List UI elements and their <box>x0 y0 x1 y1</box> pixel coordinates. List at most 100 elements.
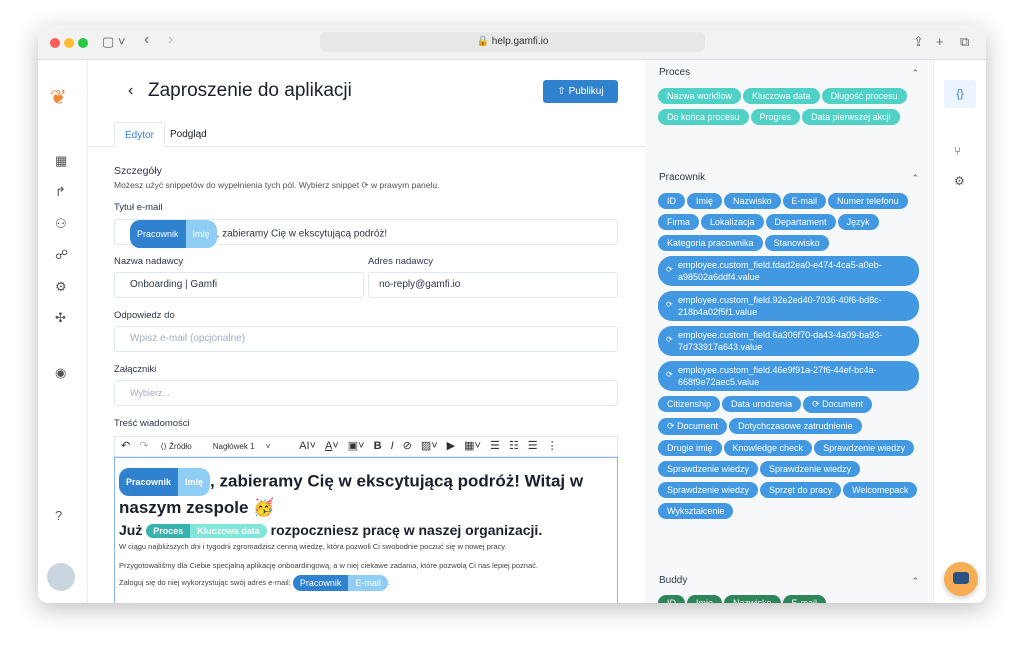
snippet-chip[interactable]: Sprawdzenie wiedzy <box>658 461 759 477</box>
snippet-chip[interactable]: employee.custom_field.6a306f70-da43-4a09… <box>658 326 919 356</box>
snippet-chip[interactable]: Data pierwszej akcji <box>802 109 900 125</box>
snippet-chip[interactable]: Sprawdzenie wiedzy <box>760 461 861 477</box>
share-icon[interactable]: ⇪ <box>913 34 924 49</box>
snippet-chip[interactable]: Drugie imię <box>658 440 722 456</box>
dashboard-icon[interactable]: ▦ <box>55 153 68 168</box>
profile-icon[interactable]: ◉ <box>55 365 67 380</box>
snippet-chip[interactable]: Kluczowa data <box>743 88 820 104</box>
snippet-chip[interactable]: Citizenship <box>658 396 721 412</box>
heading-select[interactable]: Nagłówek 1 ˅ <box>212 442 271 451</box>
snippet-chip[interactable]: Knowledge check <box>723 440 813 456</box>
snippet-chip[interactable]: ⟳ Document <box>803 396 873 413</box>
image-icon[interactable]: ▨˅ <box>420 440 438 452</box>
tab-editor[interactable]: Edytor <box>114 122 165 147</box>
sidebar-toggle-icon[interactable]: ▢ ˅ <box>102 34 126 49</box>
more-icon[interactable]: ⋮ <box>546 440 558 452</box>
snippet-chip[interactable]: Kategoria pracownika <box>658 235 763 251</box>
tabs-overview-icon[interactable]: ⧉ <box>960 34 970 49</box>
link-icon[interactable]: ⊘ <box>402 440 412 452</box>
table-icon[interactable]: ▦˅ <box>464 440 481 452</box>
chat-button[interactable] <box>944 562 978 596</box>
snippet-chip[interactable]: Nazwa workflow <box>658 88 742 104</box>
highlight-icon[interactable]: ▣˅ <box>347 440 365 452</box>
snippet-chip[interactable]: Do końca procesu <box>658 109 749 125</box>
snippet-chip[interactable]: ⟳ Document <box>658 418 728 435</box>
snippets-icon[interactable]: {} <box>944 80 976 108</box>
snippet-chip[interactable]: Język <box>837 214 879 230</box>
rich-text-editor[interactable]: Pracownik Imię, zabieramy Cię w ekscytują… <box>114 457 618 603</box>
snippet-chip[interactable]: Imię <box>687 193 723 209</box>
branch-icon[interactable]: ⑂ <box>954 144 962 158</box>
italic-icon[interactable]: I <box>390 440 394 452</box>
font-size-icon[interactable]: AI˅ <box>299 440 316 452</box>
collapse-proces-icon[interactable]: ⌃ <box>911 68 919 78</box>
collapse-buddy-icon[interactable]: ⌃ <box>911 576 919 586</box>
publish-button[interactable]: ⇧ Publikuj <box>543 80 618 103</box>
snippet-chip[interactable]: Firma <box>658 214 699 230</box>
structure-icon[interactable]: ☍ <box>55 247 69 262</box>
sender-address-input[interactable]: no-reply@gamfi.io <box>368 272 618 298</box>
snippet-chip[interactable]: Data urodzenia <box>722 396 802 412</box>
sender-name-input[interactable]: Onboarding | Gamfi <box>114 272 364 298</box>
snippet-chip[interactable]: Numer telefonu <box>828 193 908 209</box>
address-bar[interactable]: 🔒 help.gamfi.io <box>320 32 705 52</box>
media-icon[interactable]: ▶ <box>446 440 456 452</box>
bullet-list-icon[interactable]: ☷ <box>508 440 519 452</box>
snippet-chip[interactable]: employee.custom_field.92e2ed40-7036-40f6… <box>658 291 919 321</box>
undo-icon[interactable]: ↶ <box>121 440 131 452</box>
pracownik-snippets: ID Imię Nazwisko E-mail Numer telefonu Firma L… <box>658 193 923 524</box>
chip-field: Imię <box>185 220 217 248</box>
attachments-select[interactable]: Wybierz... <box>114 380 618 406</box>
section-proces-title[interactable]: Proces <box>659 67 691 78</box>
zoom-button[interactable] <box>78 38 88 48</box>
snippet-chip[interactable]: Imię <box>687 595 723 603</box>
snippet-chip[interactable]: E-mail <box>782 193 827 209</box>
snippet-chip[interactable]: Nazwisko <box>724 193 781 209</box>
snippet-chip[interactable]: E-mail <box>782 595 827 603</box>
new-tab-icon[interactable]: + <box>936 34 944 49</box>
todo-list-icon[interactable]: ☰ <box>489 440 500 452</box>
snippet-chip[interactable]: Stanowisko <box>764 235 829 251</box>
snippet-chip[interactable]: Sprzęt do pracy <box>760 482 842 498</box>
source-button[interactable]: ⟨⟩ Źródło <box>160 442 192 451</box>
snippet-chip[interactable]: ID <box>658 193 685 209</box>
bold-icon[interactable]: B <box>373 440 382 452</box>
collapse-pracownik-icon[interactable]: ⌃ <box>911 173 919 183</box>
back-nav-icon[interactable]: ‹ <box>144 31 150 48</box>
subject-input[interactable]: Pracownik Imię, zabieramy Cię w ekscytują… <box>114 219 618 248</box>
section-pracownik-title[interactable]: Pracownik <box>659 172 706 183</box>
redo-icon[interactable]: ↷ <box>139 440 149 452</box>
avatar[interactable] <box>47 563 75 591</box>
users-icon[interactable]: ⚇ <box>55 216 67 231</box>
tab-preview[interactable]: Podgląd <box>170 129 207 140</box>
snippet-chip[interactable]: Sprawdzenie wiedzy <box>814 440 915 456</box>
minimize-button[interactable] <box>64 38 74 48</box>
forward-nav-icon[interactable]: › <box>168 31 174 48</box>
settings-icon[interactable]: ⚙ <box>55 279 67 294</box>
snippet-chip[interactable]: employee.custom_field.fdad2ea0-e474-4ca5… <box>658 256 919 286</box>
snippet-chip[interactable]: Dotychczasowe zatrudnienie <box>729 418 862 434</box>
section-buddy-title[interactable]: Buddy <box>659 575 688 586</box>
gamfi-logo-icon[interactable]: ❦ <box>50 87 67 109</box>
snippet-chip[interactable]: Nazwisko <box>724 595 781 603</box>
snippet-chip[interactable]: Lokalizacja <box>701 214 764 230</box>
snippet-chip[interactable]: ID <box>658 595 685 603</box>
reply-to-input[interactable]: Wpisz e-mail (opcjonalne) <box>114 326 618 352</box>
numbered-list-icon[interactable]: ☰ <box>527 440 538 452</box>
right-rail: {} ⑂ ⚙ <box>933 60 986 603</box>
snippet-chip[interactable]: employee.custom_field.46e9f91a-27f6-44ef… <box>658 361 919 391</box>
employee-first-name-chip: Pracownik Imię <box>130 220 217 248</box>
workflow-icon[interactable]: ↱ <box>55 184 66 199</box>
snippet-chip[interactable]: Wykształcenie <box>658 503 734 519</box>
font-color-icon[interactable]: A˅ <box>325 440 339 452</box>
snippet-chip[interactable]: Sprawdzenie wiedzy <box>658 482 759 498</box>
snippet-chip[interactable]: Departament <box>765 214 836 230</box>
help-icon[interactable]: ? <box>55 508 63 523</box>
close-button[interactable] <box>50 38 60 48</box>
back-icon[interactable]: ‹ <box>128 82 134 99</box>
integrations-icon[interactable]: ✣ <box>55 310 66 325</box>
snippet-chip[interactable]: Welcomepack <box>843 482 918 498</box>
snippet-chip[interactable]: Długość procesu <box>821 88 907 104</box>
snippet-chip[interactable]: Progres <box>750 109 801 125</box>
settings-icon[interactable]: ⚙ <box>954 174 965 188</box>
